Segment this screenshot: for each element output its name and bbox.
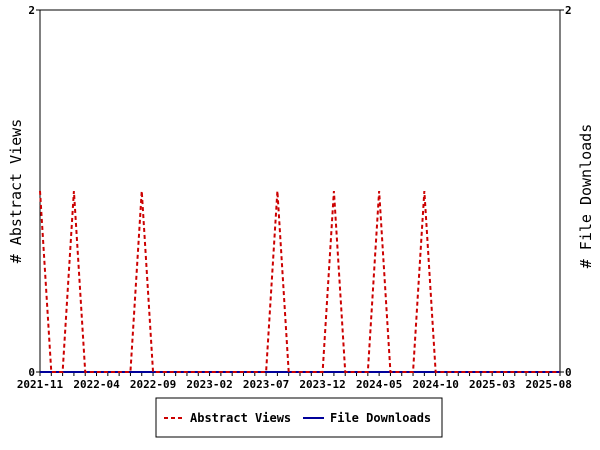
- y-axis-title-right: # File Downloads: [577, 124, 595, 269]
- x-tick-label: 2022-04: [73, 378, 120, 391]
- y-axis-title-left: # Abstract Views: [7, 119, 25, 264]
- x-tick-label: 2023-07: [243, 378, 289, 391]
- x-tick-label: 2025-08: [526, 378, 572, 391]
- y-axes: 0 0 2 2: [28, 4, 571, 379]
- x-tick-label: 2023-12: [299, 378, 345, 391]
- x-tick-label: 2024-10: [412, 378, 458, 391]
- series-layer: [39, 190, 560, 373]
- x-axis: 2021-11 2022-04 2022-09 2023-02 2023-07 2023-…: [17, 372, 572, 391]
- y-tick-label-left: 0: [28, 366, 35, 379]
- y-tick-label-right: 2: [565, 4, 572, 17]
- x-tick-label: 2022-09: [130, 378, 176, 391]
- plot-area: [39, 9, 561, 373]
- y-tick-label-right: 0: [565, 366, 572, 379]
- legend: Abstract Views File Downloads: [155, 397, 443, 438]
- y-tick-label-left: 2: [28, 4, 35, 17]
- x-tick-label: 2023-02: [186, 378, 232, 391]
- x-tick-label: 2025-03: [469, 378, 515, 391]
- legend-label-file-downloads: File Downloads: [330, 411, 431, 425]
- x-tick-label: 2021-11: [17, 378, 64, 391]
- series-line-abstract-views: [39, 190, 560, 373]
- legend-label-abstract-views: Abstract Views: [190, 411, 291, 425]
- legend-box: [155, 397, 443, 438]
- x-tick-label: 2024-05: [356, 378, 402, 391]
